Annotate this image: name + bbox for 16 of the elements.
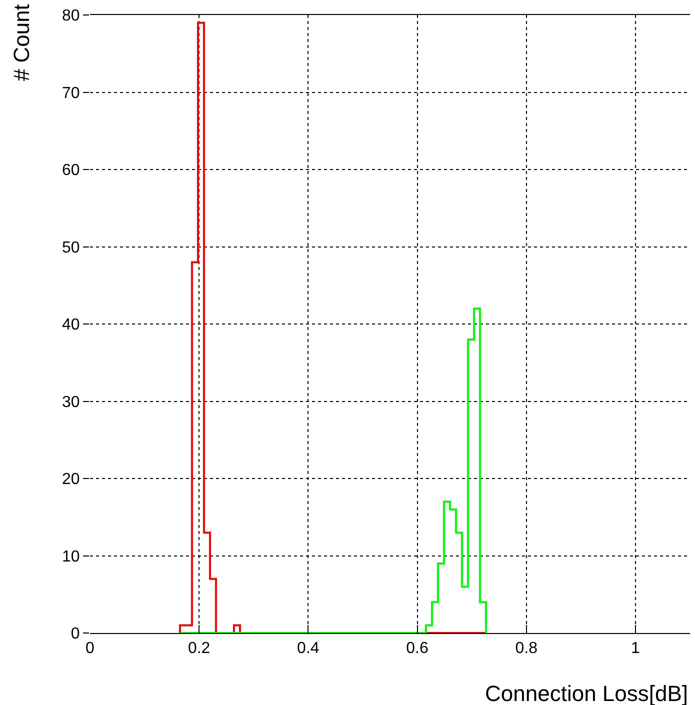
y-tick-label: 30 <box>62 394 80 411</box>
x-tick-label: 0.6 <box>406 640 428 658</box>
x-tick-label: 1 <box>630 640 640 658</box>
x-tick-label: 0 <box>86 640 95 658</box>
y-axis-title: # Count <box>8 4 34 82</box>
y-tick-label: 10 <box>62 548 80 566</box>
x-tick-label: 0.8 <box>515 640 538 658</box>
y-tick-label: 70 <box>62 84 80 102</box>
y-tick-label: 80 <box>62 8 80 25</box>
y-tick-label: 0 <box>70 626 80 643</box>
y-tick-label: 20 <box>62 471 80 488</box>
y-tick-label: 40 <box>62 316 80 334</box>
y-tick-label: 60 <box>62 162 80 180</box>
x-tick-label: 0.4 <box>297 640 320 658</box>
x-tick-label: 0.2 <box>188 640 210 658</box>
y-tick-label: 50 <box>62 239 80 256</box>
